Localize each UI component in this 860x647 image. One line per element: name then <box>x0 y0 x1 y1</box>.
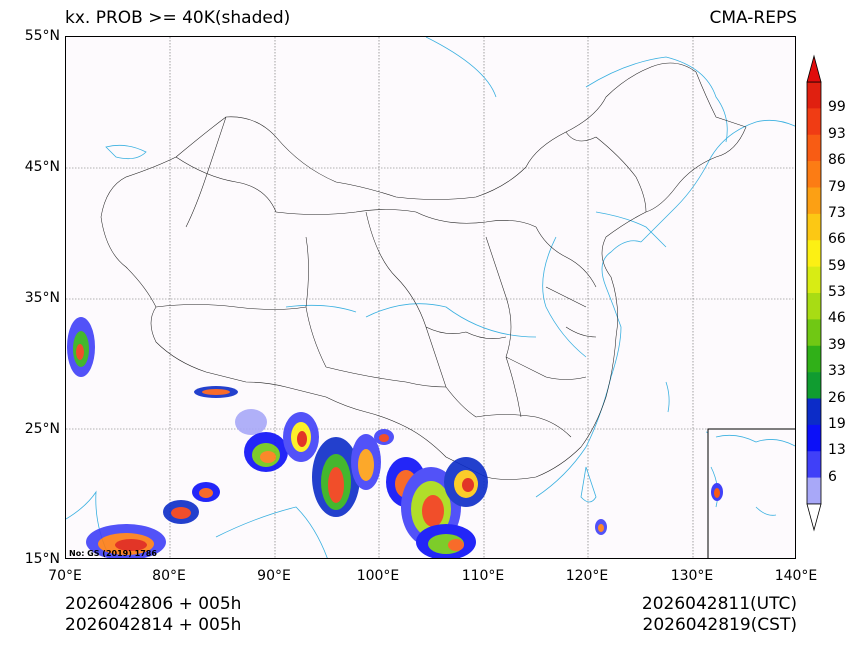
map-title: kx. PROB >= 40K(shaded) <box>65 8 291 28</box>
probability-shading <box>67 317 607 558</box>
lon-label-100: 100°E <box>356 568 400 584</box>
map-canvas <box>66 37 795 558</box>
colorbar-segment <box>807 240 821 267</box>
colorbar-segment <box>807 187 821 215</box>
init-time-cst: 2026042814 + 005h <box>65 615 242 635</box>
colorbar-segment <box>807 477 821 505</box>
colorbar-tick-label: 53 <box>828 284 846 300</box>
colorbar <box>806 54 822 532</box>
colorbar-over-arrow <box>806 54 822 83</box>
lon-label-120: 120°E <box>565 568 609 584</box>
colorbar-tick-label: 13 <box>828 442 846 459</box>
colorbar-segment <box>807 161 821 188</box>
colorbar-tick-label: 46 <box>828 310 846 327</box>
lon-label-80: 80°E <box>152 568 186 584</box>
colorbar-tick-label: 39 <box>828 336 846 353</box>
colorbar-tick-label: 66 <box>828 231 846 248</box>
colorbar-tick-label: 19 <box>828 415 846 432</box>
map-panel[interactable]: No: GS (2019) 1786 <box>65 36 796 559</box>
colorbar-tick-label: 73 <box>828 204 846 221</box>
forecast-init-block: 2026042806 + 005h 2026042814 + 005h <box>65 594 241 636</box>
lat-label-35: 35°N <box>24 290 60 306</box>
colorbar-segment <box>807 82 821 109</box>
colorbar-segment <box>807 451 821 478</box>
lat-label-45: 45°N <box>24 159 60 175</box>
map-review-number: No: GS (2019) 1786 <box>69 549 157 558</box>
colorbar-segment <box>807 108 821 136</box>
model-name: CMA-REPS <box>709 8 797 28</box>
lon-label-70: 70°E <box>48 568 82 584</box>
coastlines <box>66 37 795 558</box>
colorbar-segment <box>807 345 821 373</box>
colorbar-tick-label: 59 <box>828 257 846 274</box>
colorbar-segment <box>807 266 821 294</box>
colorbar-tick-label: 79 <box>828 178 846 195</box>
colorbar-tick-label: 33 <box>828 363 846 380</box>
init-time-utc: 2026042806 + 005h <box>65 594 242 614</box>
forecast-valid-block: 2026042811(UTC) 2026042819(CST) <box>642 594 797 636</box>
colorbar-under-arrow <box>806 503 822 532</box>
colorbar-tick-label: 99 <box>828 99 846 116</box>
south-china-sea-inset <box>707 428 795 558</box>
colorbar-tick-label: 6 <box>828 468 837 485</box>
colorbar-segment <box>807 134 821 162</box>
colorbar-segment <box>807 213 821 241</box>
lon-label-110: 110°E <box>461 568 505 584</box>
colorbar-segment <box>807 319 821 347</box>
colorbar-segment <box>807 424 821 452</box>
lon-label-130: 130°E <box>670 568 714 584</box>
colorbar-tick-label: 93 <box>828 125 846 142</box>
colorbar-tick-label: 86 <box>828 152 846 169</box>
lon-label-140: 140°E <box>774 568 818 584</box>
valid-time-utc: 2026042811(UTC) <box>641 594 797 614</box>
boundaries <box>100 62 747 480</box>
lat-label-55: 55°N <box>24 28 60 44</box>
colorbar-segment <box>807 372 821 399</box>
colorbar-segment <box>807 398 821 426</box>
valid-time-cst: 2026042819(CST) <box>642 615 797 635</box>
graticule <box>66 37 795 558</box>
colorbar-segment <box>807 293 821 320</box>
lat-label-25: 25°N <box>24 421 60 437</box>
lat-label-15: 15°N <box>24 551 60 567</box>
colorbar-tick-label: 26 <box>828 389 846 406</box>
lon-label-90: 90°E <box>257 568 291 584</box>
